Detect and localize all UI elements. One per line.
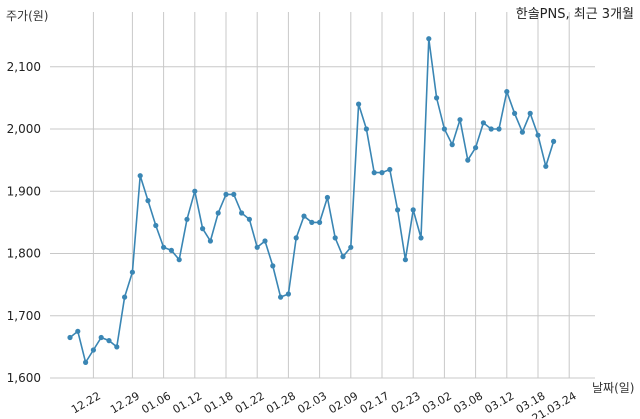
x-tick-label: 03.08: [451, 389, 485, 416]
x-tick-label: 12.29: [108, 389, 142, 416]
price-point: [67, 334, 73, 341]
price-point: [293, 235, 299, 241]
price-point: [519, 129, 526, 135]
price-point: [301, 213, 307, 219]
price-point: [504, 89, 510, 95]
price-point: [426, 36, 432, 42]
price-point: [231, 191, 237, 197]
price-point: [348, 244, 354, 250]
price-point: [309, 219, 315, 225]
price-point: [246, 216, 252, 222]
x-tick-label: 01.18: [202, 389, 236, 416]
price-point: [168, 247, 174, 253]
x-tick-label: 02.09: [327, 389, 361, 416]
price-point: [441, 126, 447, 132]
price-point: [215, 210, 221, 216]
price-point: [418, 235, 424, 241]
x-tick-label: 01.28: [264, 389, 298, 416]
price-point: [153, 222, 159, 229]
price-point: [551, 138, 557, 144]
price-point: [137, 173, 143, 179]
price-point: [332, 235, 338, 241]
price-point: [340, 254, 346, 260]
price-point: [527, 110, 533, 116]
price-points: [67, 36, 557, 365]
price-point: [176, 257, 182, 263]
price-point: [387, 166, 393, 173]
y-tick-labels: 1,600 1,700 1,800 1,900 2,000 2,100: [7, 60, 41, 385]
price-point: [75, 328, 81, 334]
price-point: [114, 344, 120, 350]
x-tick-label: 01.12: [171, 389, 205, 416]
y-gridlines: [50, 66, 595, 379]
price-point: [410, 207, 416, 213]
price-point: [98, 334, 104, 341]
price-point: [395, 207, 401, 213]
price-point: [145, 198, 151, 204]
y-tick-label: 2,000: [7, 122, 41, 136]
price-point: [90, 347, 96, 353]
price-point: [285, 291, 291, 297]
x-tick-labels: 12.22 12.2901.0601.1201.1801.2201.2802.03…: [69, 389, 579, 419]
y-tick-label: 1,600: [7, 371, 41, 385]
price-point: [207, 238, 213, 244]
y-tick-label: 1,900: [7, 184, 41, 198]
price-point: [106, 338, 112, 344]
price-point: [480, 120, 486, 126]
x-tick-label: 01.06: [139, 389, 173, 416]
x-tick-label: 01.22: [233, 389, 267, 416]
price-point: [239, 210, 245, 216]
x-tick-label: 12.22: [69, 389, 103, 416]
y-tick-label: 2,100: [7, 60, 41, 74]
price-point: [254, 244, 260, 250]
price-point: [184, 216, 190, 222]
price-point: [535, 132, 541, 138]
y-tick-label: 1,700: [7, 309, 41, 323]
price-point: [488, 126, 494, 132]
x-tick-label: 03.12: [483, 389, 517, 416]
x-tick-label: 03.02: [420, 389, 454, 416]
price-point: [83, 359, 89, 365]
price-point: [317, 219, 323, 225]
price-point: [223, 191, 229, 197]
price-point: [278, 294, 284, 300]
price-point: [363, 126, 369, 132]
price-point: [200, 226, 206, 232]
price-point: [465, 157, 471, 163]
price-line: [69, 38, 555, 365]
price-point: [356, 101, 362, 107]
y-tick-label: 1,800: [7, 247, 41, 261]
x-tick-label: 02.23: [389, 389, 423, 416]
x-axis-title: 날짜(일): [592, 381, 634, 395]
price-point: [161, 244, 167, 250]
x-gridlines: [92, 12, 570, 378]
chart-title: 한솔PNS, 최근 3개월: [516, 7, 634, 22]
price-point: [192, 188, 198, 194]
y-axis-title: 주가(원): [6, 9, 48, 23]
price-point: [129, 269, 135, 275]
x-tick-label: 02.03: [295, 389, 329, 416]
price-point: [402, 257, 408, 263]
x-tick-label: 02.17: [358, 389, 392, 416]
price-point: [434, 95, 440, 101]
price-point: [371, 170, 377, 176]
price-point: [457, 117, 463, 123]
price-point: [543, 163, 549, 169]
price-point: [270, 263, 276, 269]
price-point: [511, 110, 518, 116]
price-point: [473, 145, 479, 151]
price-point: [379, 170, 385, 176]
price-point: [496, 126, 502, 132]
price-point: [262, 238, 268, 244]
price-point: [449, 142, 455, 148]
price-point: [324, 194, 330, 201]
price-point: [122, 294, 128, 300]
